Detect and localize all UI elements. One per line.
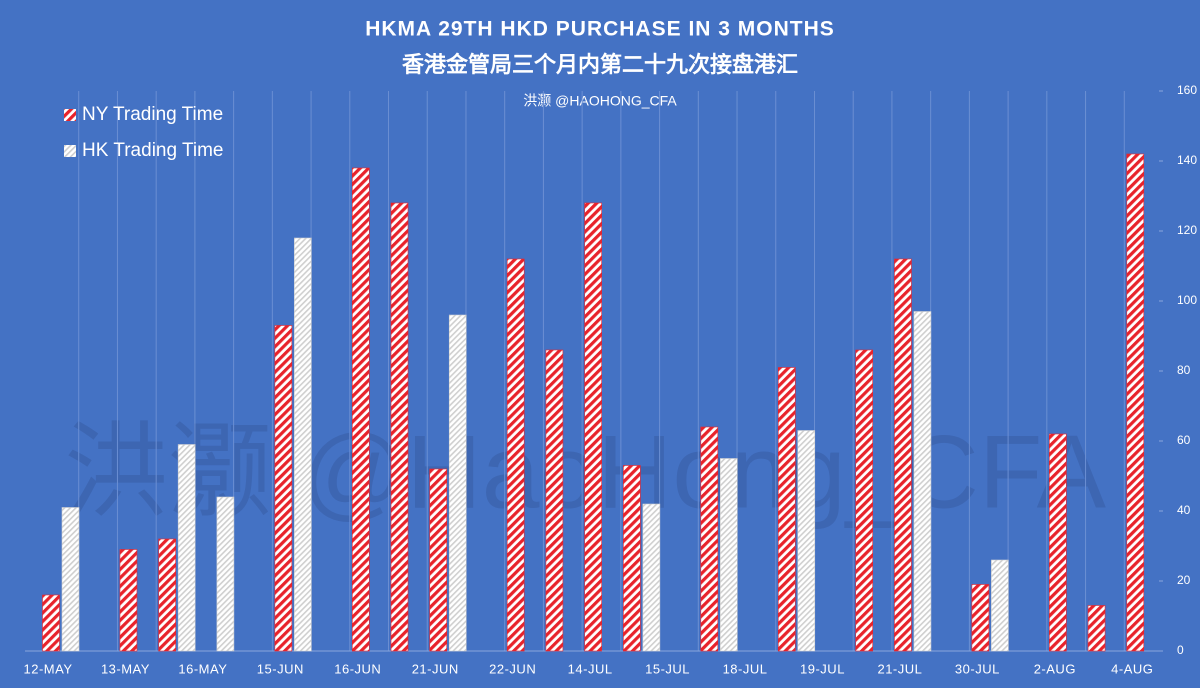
bar	[971, 584, 990, 652]
bar	[119, 549, 138, 652]
bar	[1126, 153, 1145, 652]
bar	[1049, 433, 1067, 652]
x-tick-label: 15-JUL	[645, 661, 690, 676]
y-tick-label: 80	[1177, 363, 1191, 377]
bar	[429, 468, 448, 652]
bar	[294, 237, 312, 652]
x-tick-label: 4-AUG	[1111, 661, 1153, 676]
y-tick-label: 20	[1177, 573, 1191, 587]
bar	[642, 503, 661, 652]
bar	[894, 258, 912, 652]
bar	[623, 465, 641, 652]
bar	[855, 349, 874, 652]
x-tick-label: 16-MAY	[178, 661, 227, 676]
bar	[700, 426, 719, 652]
legend-label: NY Trading Time	[82, 104, 223, 125]
x-tick-label: 2-AUG	[1034, 661, 1076, 676]
y-tick-label: 120	[1177, 223, 1197, 237]
bar	[448, 314, 467, 652]
x-tick-label: 21-JUN	[412, 661, 459, 676]
x-tick-label: 21-JUL	[877, 661, 922, 676]
bar	[991, 559, 1009, 652]
y-tick-label: 60	[1177, 433, 1191, 447]
x-tick-label: 13-MAY	[101, 661, 150, 676]
x-tick-label: 14-JUL	[568, 661, 613, 676]
bar	[351, 167, 370, 652]
x-tick-label: 15-JUN	[257, 661, 304, 676]
bar	[584, 202, 602, 652]
y-tick-label: 100	[1177, 293, 1197, 307]
legend-swatch	[64, 145, 76, 157]
bar	[216, 496, 235, 652]
bar	[797, 430, 816, 652]
x-tick-label: 16-JUN	[334, 661, 381, 676]
x-tick-label: 12-MAY	[24, 661, 73, 676]
source-label: 洪灏 @HAOHONG_CFA	[523, 93, 677, 109]
y-tick-label: 140	[1177, 153, 1197, 167]
legend-swatch	[64, 109, 76, 121]
x-tick-label: 18-JUL	[723, 661, 768, 676]
bar	[506, 258, 525, 652]
chart-title: HKMA 29TH HKD PURCHASE IN 3 MONTHS	[365, 18, 835, 41]
x-tick-label: 22-JUN	[489, 661, 536, 676]
bar	[177, 444, 196, 652]
bar	[158, 538, 176, 652]
y-tick-label: 160	[1177, 83, 1197, 97]
x-tick-label: 30-JUL	[955, 661, 1000, 676]
bar	[42, 594, 60, 652]
bar	[61, 507, 80, 652]
x-tick-label: 19-JUL	[800, 661, 845, 676]
bar	[720, 458, 738, 652]
bar	[1087, 605, 1106, 652]
chart-subtitle: 香港金管局三个月内第二十九次接盘港汇	[402, 52, 798, 77]
y-tick-label: 0	[1177, 643, 1184, 657]
bar	[913, 311, 932, 652]
bar	[390, 202, 409, 652]
legend-label: HK Trading Time	[82, 140, 224, 161]
bar	[777, 367, 796, 652]
bar	[274, 325, 293, 652]
y-tick-label: 40	[1177, 503, 1191, 517]
bar	[545, 349, 564, 652]
